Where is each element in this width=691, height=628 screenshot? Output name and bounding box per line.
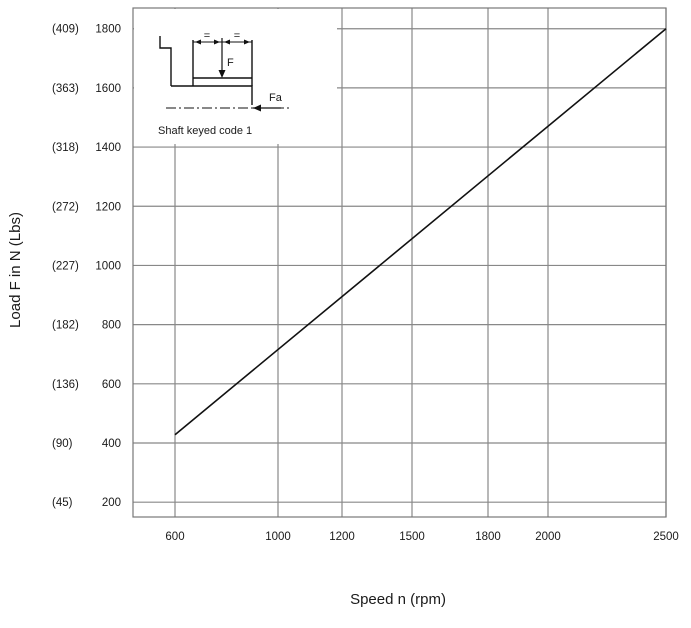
y-tick-lbs-1800: (409): [52, 24, 79, 36]
y-tick-lbs-1000: (227): [52, 260, 79, 272]
x-tick-label-1000: 1000: [265, 531, 291, 543]
y-tick-label-400: 400: [102, 438, 121, 450]
force-arrowhead: [218, 70, 226, 78]
axial-force-label: Fa: [269, 92, 283, 104]
x-tick-label-1800: 1800: [475, 531, 501, 543]
x-tick-label-1200: 1200: [329, 531, 355, 543]
shaft-housing-line: [159, 36, 172, 86]
y-tick-lbs-800: (182): [52, 320, 79, 332]
tick-labels: 200 (45) 400 (90) 600 (136) 800 (182) 1000 (227) 1…: [52, 24, 679, 543]
x-tick-label-2000: 2000: [535, 531, 561, 543]
equal-mark-right: =: [234, 30, 240, 42]
x-tick-label-600: 600: [165, 531, 184, 543]
y-tick-label-1600: 1600: [95, 83, 121, 95]
inset-background: [134, 9, 337, 144]
y-tick-label-1800: 1800: [95, 24, 121, 36]
force-label: F: [227, 57, 234, 69]
y-tick-lbs-400: (90): [52, 438, 73, 450]
y-tick-label-200: 200: [102, 497, 121, 509]
inset-caption: Shaft keyed code 1: [158, 125, 252, 137]
y-tick-lbs-1600: (363): [52, 83, 79, 95]
y-tick-label-600: 600: [102, 379, 121, 391]
series-lines: [174, 28, 667, 436]
dimension-arrowheads: [195, 39, 250, 45]
equal-mark-left: =: [204, 30, 210, 42]
plot-frame: [132, 7, 667, 518]
axial-arrowhead: [253, 104, 261, 112]
y-tick-label-1400: 1400: [95, 142, 121, 154]
y-tick-lbs-600: (136): [52, 379, 79, 391]
series-line-0: [174, 28, 667, 436]
x-tick-label-1500: 1500: [399, 531, 425, 543]
shaft-drawing: [159, 36, 290, 109]
y-tick-label-800: 800: [102, 320, 121, 332]
y-tick-label-1000: 1000: [95, 260, 121, 272]
x-tick-label-2500: 2500: [653, 531, 679, 543]
shaft-inset: = = F Fa Shaft keyed code 1: [134, 9, 337, 144]
y-tick-lbs-200: (45): [52, 497, 73, 509]
y-tick-lbs-1400: (318): [52, 142, 79, 154]
x-axis-title: Speed n (rpm): [350, 591, 446, 608]
y-tick-label-1200: 1200: [95, 201, 121, 213]
y-tick-lbs-1200: (272): [52, 201, 79, 213]
y-axis-title: Load F in N (Lbs): [7, 212, 24, 328]
